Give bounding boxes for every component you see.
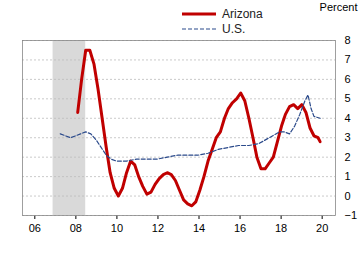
svg-text:Percent: Percent [320, 1, 358, 13]
svg-text:0: 0 [345, 190, 351, 202]
svg-text:18: 18 [275, 222, 287, 234]
svg-text:5: 5 [345, 92, 351, 104]
svg-text:2: 2 [345, 151, 351, 163]
svg-text:12: 12 [152, 222, 164, 234]
svg-text:8: 8 [345, 34, 351, 46]
svg-text:7: 7 [345, 53, 351, 65]
html-text:Arizona: Arizona [222, 6, 263, 21]
svg-text:16: 16 [234, 222, 246, 234]
svg-text:10: 10 [111, 222, 123, 234]
svg-text:08: 08 [70, 222, 82, 234]
svg-text:6: 6 [345, 73, 351, 85]
html-text:U.S.: U.S. [222, 21, 246, 36]
svg-text:14: 14 [193, 222, 205, 234]
svg-text:4: 4 [345, 112, 351, 124]
svg-text:06: 06 [29, 222, 41, 234]
svg-text:1: 1 [345, 170, 351, 182]
svg-text:3: 3 [345, 131, 351, 143]
svg-text:−1: −1 [345, 209, 358, 221]
svg-text:20: 20 [316, 222, 328, 234]
